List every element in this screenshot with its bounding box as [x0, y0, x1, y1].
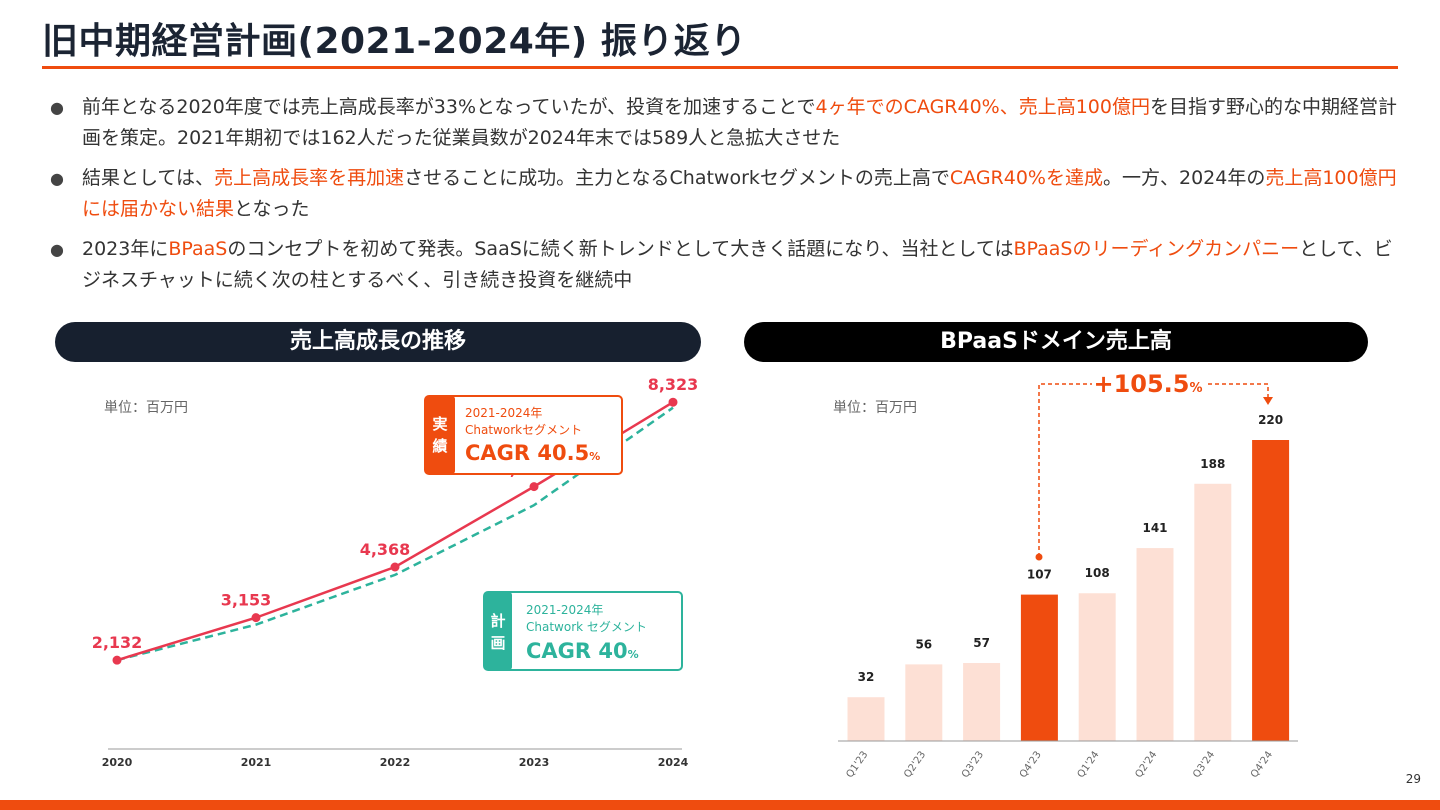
page-number: 29 — [1405, 772, 1421, 786]
bar-x-tick-label: Q4'24 — [1249, 749, 1275, 780]
bullet-segment: 前年となる2020年度では売上高成長率が33%となっていたが、投資を加速すること… — [82, 96, 816, 118]
bullet-segment: となった — [234, 198, 310, 220]
footer-bar — [0, 800, 1440, 810]
bar-x-tick-label: Q2'24 — [1133, 749, 1159, 780]
highlight-text: BPaaSのリーディングカンパニー — [1013, 238, 1300, 260]
bar-x-tick-label: Q3'23 — [960, 749, 986, 780]
actual-box-period: 2021-2024年 — [465, 406, 542, 420]
bullet-text: 結果としては、売上高成長率を再加速させることに成功。主力となるChatworkセ… — [82, 167, 1397, 220]
actual-tag-char: 績 — [432, 437, 447, 455]
title-underline — [42, 66, 1398, 69]
bullet-list: ● 前年となる2020年度では売上高成長率が33%となっていたが、投資を加速するこ… — [42, 92, 1402, 305]
bar-x-tick-label: Q4'23 — [1018, 749, 1044, 780]
actual-cagr-box: 実 績 2021-2024年 Chatworkセグメント CAGR 40.5% — [424, 395, 623, 475]
bar-value-label: 57 — [973, 636, 990, 650]
x-tick-label: 2024 — [658, 756, 689, 769]
bar — [963, 663, 1001, 741]
growth-arrow-icon — [1263, 397, 1273, 405]
bar-x-tick-label: Q1'23 — [844, 749, 870, 780]
bullet-segment: を目指す野心的な中期経営計画を策定。2021年期初では162人だった従業員数が2… — [82, 96, 1398, 149]
highlight-text: CAGR40%を達成 — [949, 167, 1103, 189]
x-tick-label: 2020 — [102, 756, 133, 769]
actual-data-point — [529, 482, 539, 492]
actual-data-label: 4,368 — [360, 540, 411, 559]
bullet-item: ● 結果としては、売上高成長率を再加速させることに成功。主力となるChatwork… — [42, 163, 1402, 225]
plan-cagr-pct: % — [628, 648, 639, 661]
left-unit-label: 単位：百万円 — [104, 400, 188, 416]
bar-value-label: 108 — [1085, 566, 1110, 580]
bullet-item: ● 2023年にBPaaSのコンセプトを初めて発表。SaaSに続く新トレンドとして… — [42, 234, 1402, 296]
bullet-dot-icon: ● — [50, 240, 64, 259]
bullet-dot-icon: ● — [50, 98, 64, 117]
actual-data-label: 3,153 — [221, 591, 272, 610]
bar — [847, 697, 885, 741]
plan-series-line — [116, 406, 674, 662]
bar-value-label: 220 — [1258, 413, 1283, 427]
growth-start-dot — [1035, 553, 1043, 561]
plan-box-cagr: CAGR 40% — [526, 639, 639, 663]
bar — [1136, 548, 1174, 741]
plan-cagr-value: CAGR 40 — [526, 639, 628, 663]
growth-bracket-left — [1038, 383, 1092, 557]
plan-tag-char: 画 — [490, 634, 505, 652]
highlight-text: 売上高100億円には届かない結果 — [82, 167, 1397, 220]
bar-x-tick-label: Q3'24 — [1191, 749, 1217, 780]
bullet-text: 2023年にBPaaSのコンセプトを初めて発表。SaaSに続く新トレンドとして大… — [82, 238, 1393, 291]
plan-box-segment: Chatwork セグメント — [526, 620, 647, 634]
bullet-item: ● 前年となる2020年度では売上高成長率が33%となっていたが、投資を加速するこ… — [42, 92, 1402, 154]
actual-data-label: 8,323 — [648, 375, 699, 394]
revenue-growth-header: 売上高成長の推移 — [55, 322, 701, 362]
growth-bracket-right — [1208, 383, 1269, 398]
actual-data-label: 2,132 — [92, 633, 143, 652]
bar-value-label: 56 — [915, 637, 932, 651]
bar-x-tick-label: Q1'24 — [1076, 749, 1102, 780]
bullet-segment: 結果としては、 — [82, 167, 215, 189]
highlight-text: 4ヶ年でのCAGR40%、売上高100億円 — [815, 96, 1150, 118]
bar — [905, 664, 943, 741]
bar-x-tick-label: Q2'23 — [902, 749, 928, 780]
bpaas-revenue-header: BPaaSドメイン売上高 — [744, 322, 1368, 362]
bullet-segment: 2023年に — [82, 238, 169, 260]
actual-data-point — [112, 655, 122, 665]
x-tick-label: 2022 — [380, 756, 411, 769]
bar — [1252, 440, 1290, 741]
plan-cagr-box: 計 画 2021-2024年 Chatwork セグメント CAGR 40% — [483, 591, 683, 671]
bar-value-label: 188 — [1200, 457, 1225, 471]
bar-value-label: 141 — [1142, 521, 1167, 535]
plan-box-tag-bg — [484, 592, 512, 670]
highlight-text: BPaaS — [168, 238, 228, 260]
actual-box-segment: Chatworkセグメント — [465, 423, 582, 437]
actual-box-cagr: CAGR 40.5% — [465, 441, 600, 465]
growth-pct: % — [1190, 381, 1203, 396]
growth-value: +105.5 — [1093, 370, 1189, 398]
bpaas-bar-chart: 32 56 57 107 108 141 188 220 Q1'23 Q2'23 Q3'23 Q4'… — [838, 370, 1298, 780]
bar-value-label: 32 — [858, 670, 875, 684]
actual-data-point — [251, 613, 261, 623]
plan-tag-char: 計 — [490, 612, 505, 630]
bar — [1078, 593, 1116, 741]
highlight-text: 売上高成長率を再加速 — [214, 167, 405, 189]
bar-value-label: 107 — [1027, 568, 1052, 582]
plan-box-period: 2021-2024年 — [526, 603, 603, 617]
page-title: 旧中期経営計画(2021-2024年) 振り返り — [42, 21, 747, 62]
growth-label: +105.5% — [1093, 370, 1202, 398]
actual-cagr-pct: % — [589, 450, 600, 463]
actual-cagr-value: CAGR 40.5 — [465, 441, 589, 465]
bullet-text: 前年となる2020年度では売上高成長率が33%となっていたが、投資を加速すること… — [82, 96, 1397, 149]
bar — [1020, 594, 1058, 741]
bullet-segment: させることに成功。主力となるChatworkセグメントの売上高で — [404, 167, 950, 189]
actual-tag-char: 実 — [432, 415, 447, 433]
right-unit-label: 単位：百万円 — [833, 400, 917, 416]
actual-box-tag-bg — [425, 396, 455, 474]
actual-data-point — [668, 397, 678, 407]
bullet-segment: として、ビジネスチャットに続く次の柱とするべく、引き続き投資を継続中 — [82, 238, 1393, 291]
bar — [1194, 483, 1232, 741]
actual-data-point — [390, 562, 400, 572]
x-tick-label: 2021 — [241, 756, 272, 769]
bullet-dot-icon: ● — [50, 169, 64, 188]
bullet-segment: のコンセプトを初めて発表。SaaSに続く新トレンドとして大きく話題になり、当社と… — [227, 238, 1014, 260]
x-tick-label: 2023 — [519, 756, 550, 769]
bullet-segment: 。一方、2024年の — [1102, 167, 1266, 189]
